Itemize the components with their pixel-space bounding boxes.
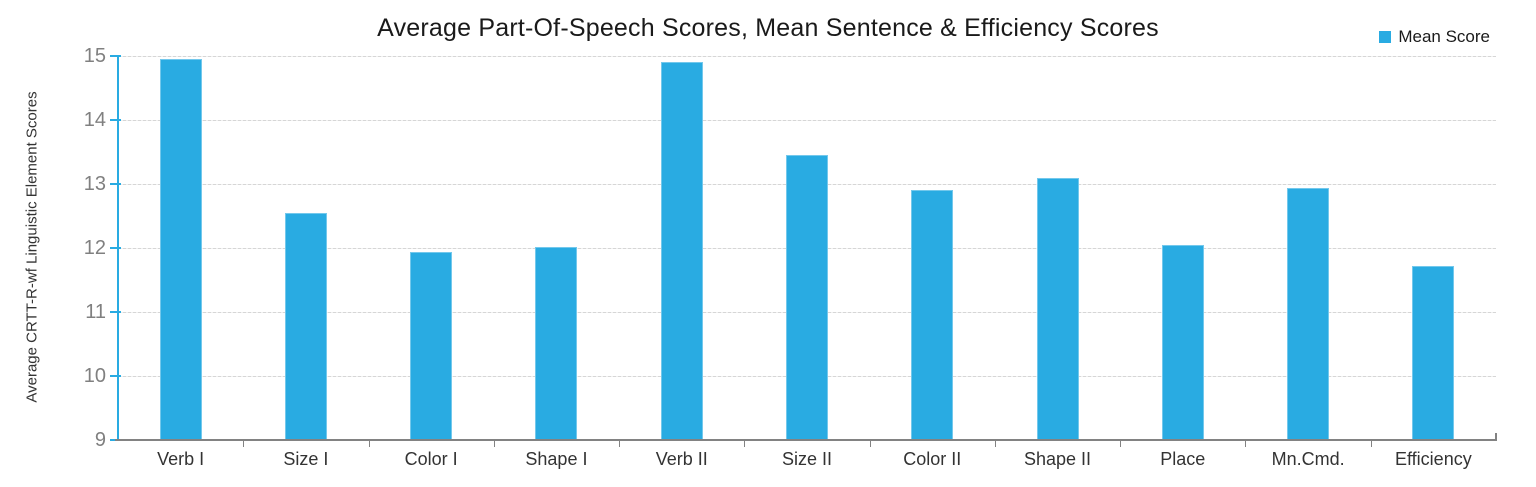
bar-size-i bbox=[284, 212, 327, 440]
y-tick-label-9: 9 bbox=[94, 429, 106, 451]
y-tick-label-11: 11 bbox=[85, 301, 106, 323]
x-tick-label-color-ii: Color II bbox=[903, 449, 962, 469]
y-axis-tick-12 bbox=[110, 247, 121, 249]
bar-color-i bbox=[410, 252, 453, 440]
x-tick-label-verb-ii: Verb II bbox=[655, 449, 708, 469]
y-axis-tick-15 bbox=[110, 55, 121, 57]
bar-verb-i bbox=[159, 59, 202, 440]
y-tick-label-12: 12 bbox=[83, 237, 106, 259]
y-axis-tick-10 bbox=[110, 375, 121, 377]
x-tick-label-size-i: Size I bbox=[283, 449, 329, 469]
x-axis-line bbox=[115, 439, 1497, 441]
legend-label: Mean Score bbox=[1398, 27, 1490, 46]
x-axis-tick-8 bbox=[1120, 441, 1122, 447]
bar-verb-ii bbox=[660, 62, 703, 440]
y-axis-tick-13 bbox=[110, 183, 121, 185]
y-tick-label-13: 13 bbox=[83, 173, 106, 195]
x-axis-tick-5 bbox=[744, 441, 746, 447]
y-tick-label-14: 14 bbox=[83, 109, 106, 131]
legend-swatch-icon bbox=[1379, 31, 1392, 43]
x-axis-tick-3 bbox=[493, 441, 495, 447]
x-axis-tick-9 bbox=[1245, 441, 1247, 447]
legend: Mean Score bbox=[1379, 27, 1490, 47]
x-axis-end-tick bbox=[1495, 433, 1497, 439]
x-tick-label-mn-cmd: Mn.Cmd. bbox=[1271, 449, 1345, 469]
bar-shape-ii bbox=[1036, 177, 1079, 440]
x-tick-label-color-i: Color I bbox=[404, 449, 458, 469]
x-tick-label-place: Place bbox=[1160, 449, 1206, 469]
x-axis-tick-2 bbox=[368, 441, 370, 447]
y-axis-title: Average CRTT-R-wf Linguistic Element Sco… bbox=[23, 91, 41, 403]
bar-place bbox=[1161, 244, 1204, 440]
x-tick-label-efficiency: Efficiency bbox=[1395, 449, 1472, 469]
x-tick-label-shape-i: Shape I bbox=[525, 449, 588, 469]
plot-area bbox=[110, 55, 1497, 447]
gridline-y-14 bbox=[118, 120, 1496, 121]
x-axis-tick-10 bbox=[1370, 441, 1372, 447]
y-tick-label-15: 15 bbox=[83, 45, 106, 67]
x-tick-label-verb-i: Verb I bbox=[157, 449, 205, 469]
chart-title: Average Part-Of-Speech Scores, Mean Sent… bbox=[377, 14, 1159, 42]
x-axis-tick-7 bbox=[994, 441, 996, 447]
bar-color-ii bbox=[911, 190, 954, 440]
bar-mn-cmd bbox=[1287, 188, 1330, 440]
x-tick-label-shape-ii: Shape II bbox=[1024, 449, 1092, 469]
y-tick-label-10: 10 bbox=[83, 365, 106, 387]
x-tick-label-size-ii: Size II bbox=[781, 449, 832, 469]
x-axis-tick-1 bbox=[243, 441, 245, 447]
bar-size-ii bbox=[786, 155, 828, 440]
x-axis-tick-4 bbox=[619, 441, 621, 447]
bar-efficiency bbox=[1412, 265, 1455, 440]
y-axis-tick-14 bbox=[110, 119, 121, 121]
gridline-y-15 bbox=[118, 56, 1496, 57]
y-axis-tick-11 bbox=[110, 311, 121, 313]
bar-shape-i bbox=[535, 246, 578, 440]
x-axis-tick-6 bbox=[869, 441, 871, 447]
